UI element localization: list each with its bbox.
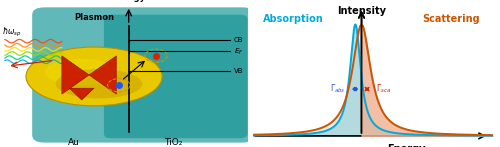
Text: $\Gamma_{abs}$: $\Gamma_{abs}$ [330, 83, 345, 95]
Text: $\Gamma_{sca}$: $\Gamma_{sca}$ [376, 83, 391, 95]
Text: $E_F$: $E_F$ [234, 46, 243, 57]
Text: CB: CB [234, 37, 243, 43]
Text: Energy: Energy [112, 0, 146, 2]
FancyBboxPatch shape [32, 7, 255, 143]
Text: Energy: Energy [388, 144, 426, 147]
FancyBboxPatch shape [104, 15, 248, 138]
Text: $\hbar\omega_{sp}$: $\hbar\omega_{sp}$ [2, 26, 22, 39]
Ellipse shape [44, 59, 119, 85]
Ellipse shape [56, 69, 142, 98]
Text: Scattering: Scattering [422, 14, 480, 24]
Text: Plasmon: Plasmon [74, 13, 114, 22]
Text: Au: Au [68, 138, 80, 147]
Text: Intensity: Intensity [337, 6, 386, 16]
Polygon shape [62, 56, 89, 94]
Ellipse shape [26, 47, 162, 106]
Text: TiO₂: TiO₂ [164, 138, 182, 147]
Polygon shape [70, 88, 94, 100]
Polygon shape [89, 56, 117, 94]
Text: VB: VB [234, 68, 243, 74]
Text: Absorption: Absorption [264, 14, 324, 24]
